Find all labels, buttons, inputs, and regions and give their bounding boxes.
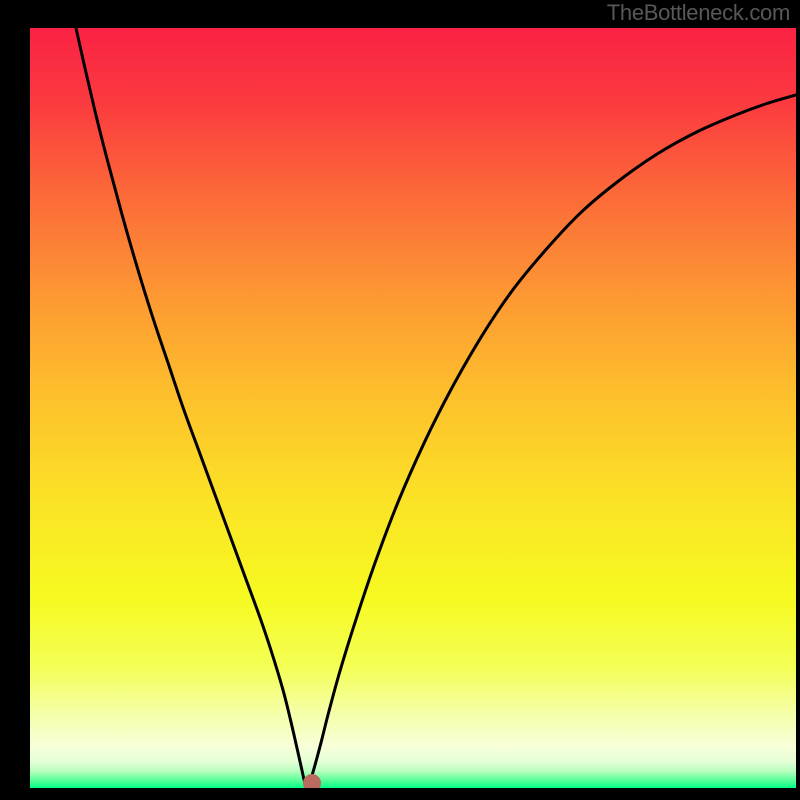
watermark-text: TheBottleneck.com [607, 0, 790, 26]
minimum-marker [303, 774, 321, 788]
plot-area [30, 28, 796, 788]
curve-line [30, 28, 796, 788]
chart-container: TheBottleneck.com [0, 0, 800, 800]
plot-frame [30, 28, 796, 788]
